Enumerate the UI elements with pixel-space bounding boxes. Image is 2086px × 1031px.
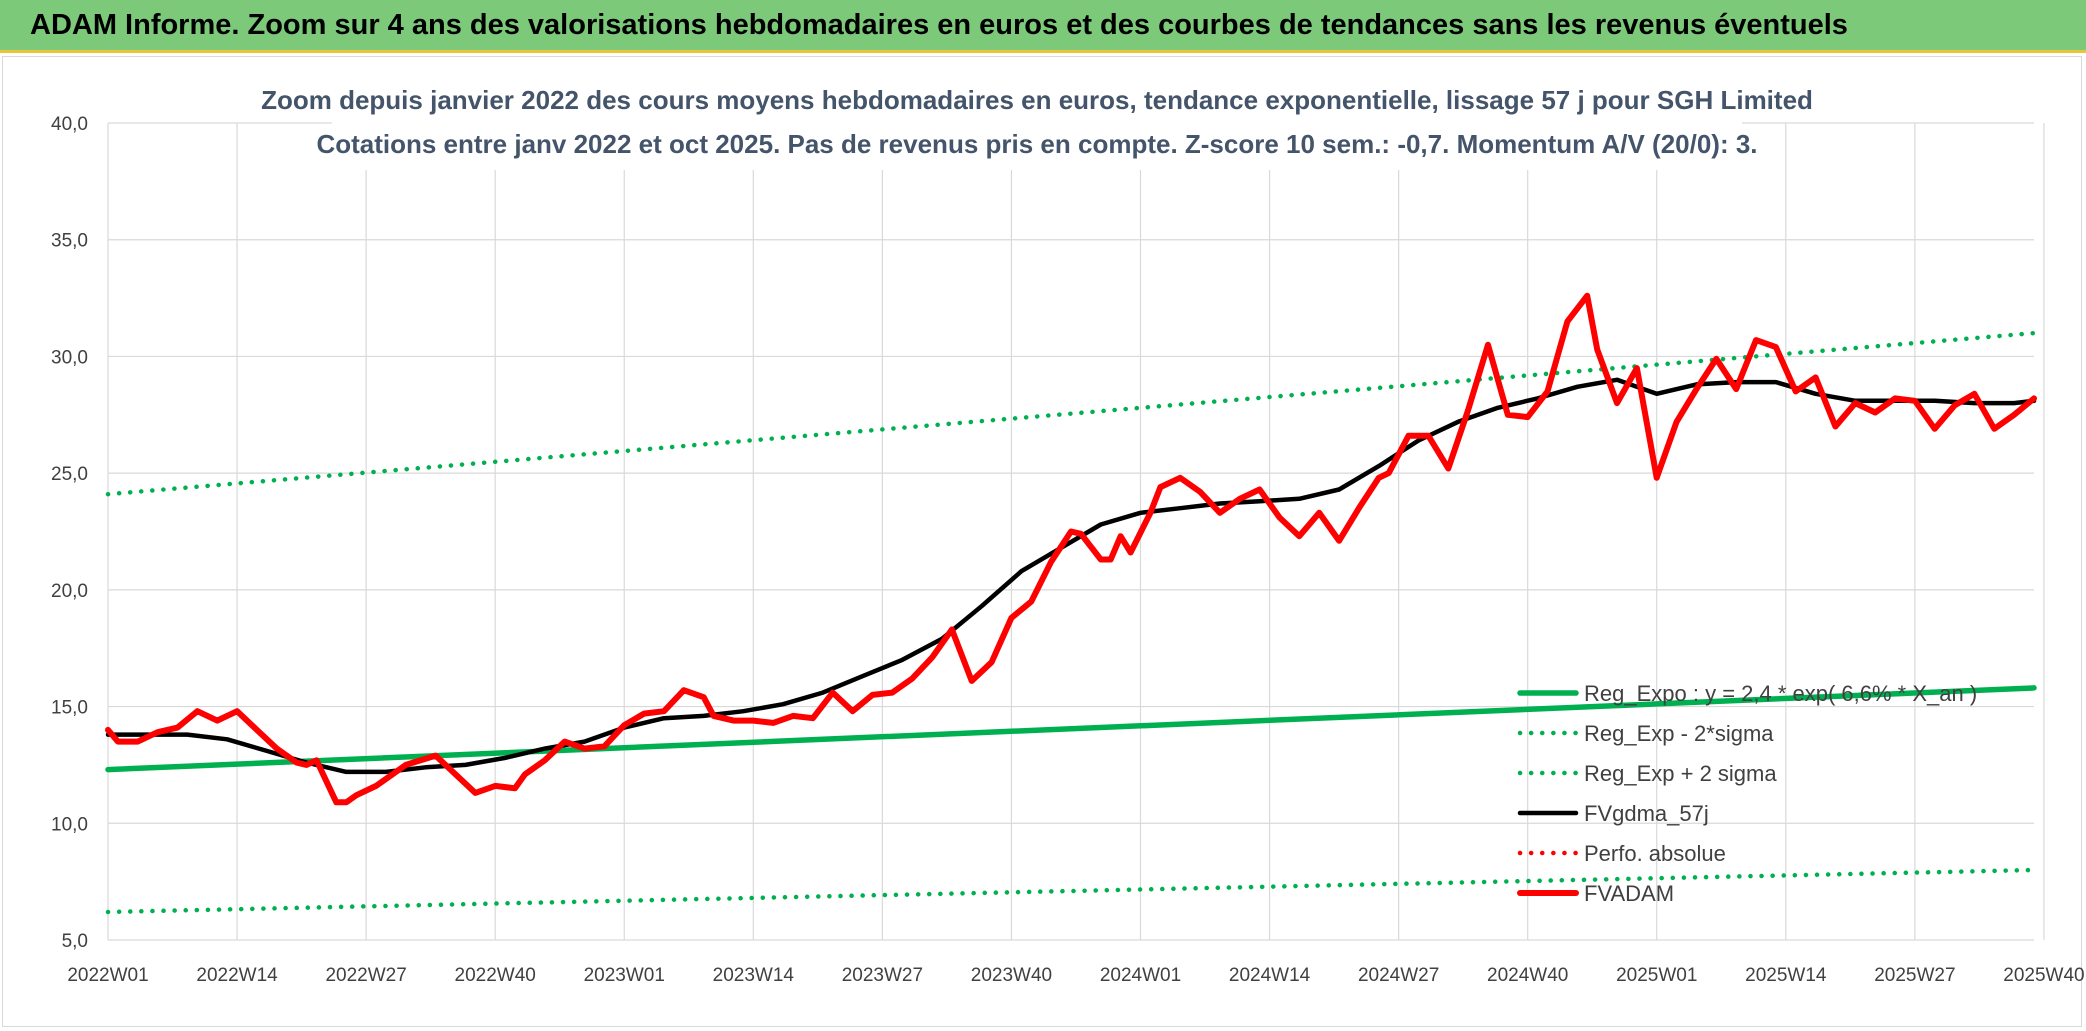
legend-label: Reg_Exp - 2*sigma [1584,721,1774,746]
x-tick-label: 2022W27 [325,965,406,986]
title-backdrop [332,78,1742,170]
series-line-2 [105,330,2037,497]
y-tick-label: 35,0 [51,231,88,252]
y-tick-label: 25,0 [51,464,88,485]
x-tick-label: 2024W27 [1358,965,1439,986]
x-tick-label: 2024W14 [1229,965,1311,986]
series-line-3 [105,377,2037,775]
report-banner: ADAM Informe. Zoom sur 4 ans des valoris… [0,0,2086,53]
x-tick-label: 2022W01 [67,965,148,986]
report-title: ADAM Informe. Zoom sur 4 ans des valoris… [30,9,1848,41]
series-lines [105,292,2037,915]
series-line-1 [105,867,2037,915]
chart-frame [2,56,2082,1027]
x-axis-ticks: 2022W01 2022W14 2022W27 2022W40 2023W01 2023W… [67,965,2084,986]
x-tick-label: 2025W40 [2003,965,2084,986]
x-tick-label: 2025W14 [1745,965,1827,986]
x-tick-label: 2024W40 [1487,965,1568,986]
x-tick-label: 2022W40 [455,965,536,986]
y-axis-ticks: 5,0 10,0 15,0 20,0 25,0 30,0 35,0 40,0 [51,114,88,952]
y-tick-label: 30,0 [51,347,88,368]
y-tick-label: 5,0 [62,931,88,952]
y-tick-label: 40,0 [51,114,88,135]
x-tick-label: 2022W14 [196,965,278,986]
legend-label: Reg_Exp + 2 sigma [1584,761,1777,786]
legend: Reg_Expo : y = 2,4 * exp( 6,6% * X_an ) R… [1517,681,1977,906]
x-tick-label: 2025W01 [1616,965,1697,986]
x-tick-label: 2025W27 [1874,965,1955,986]
legend-label: Reg_Expo : y = 2,4 * exp( 6,6% * X_an ) [1584,681,1977,706]
x-tick-label: 2023W01 [584,965,665,986]
grid-lines [107,122,2045,941]
y-tick-label: 20,0 [51,581,88,602]
series-line-5 [105,292,2037,806]
legend-label: Perfo. absolue [1584,841,1726,866]
y-tick-label: 15,0 [51,698,88,719]
x-tick-label: 2023W14 [713,965,795,986]
legend-label: FVADAM [1584,881,1674,906]
legend-label: FVgdma_57j [1584,801,1709,826]
y-tick-label: 10,0 [51,814,88,835]
x-tick-label: 2023W40 [971,965,1052,986]
chart-title: Zoom depuis janvier 2022 des cours moyen… [261,85,1813,115]
x-tick-label: 2023W27 [842,965,923,986]
chart-subtitle: Cotations entre janv 2022 et oct 2025. P… [316,129,1757,159]
x-tick-label: 2024W01 [1100,965,1181,986]
